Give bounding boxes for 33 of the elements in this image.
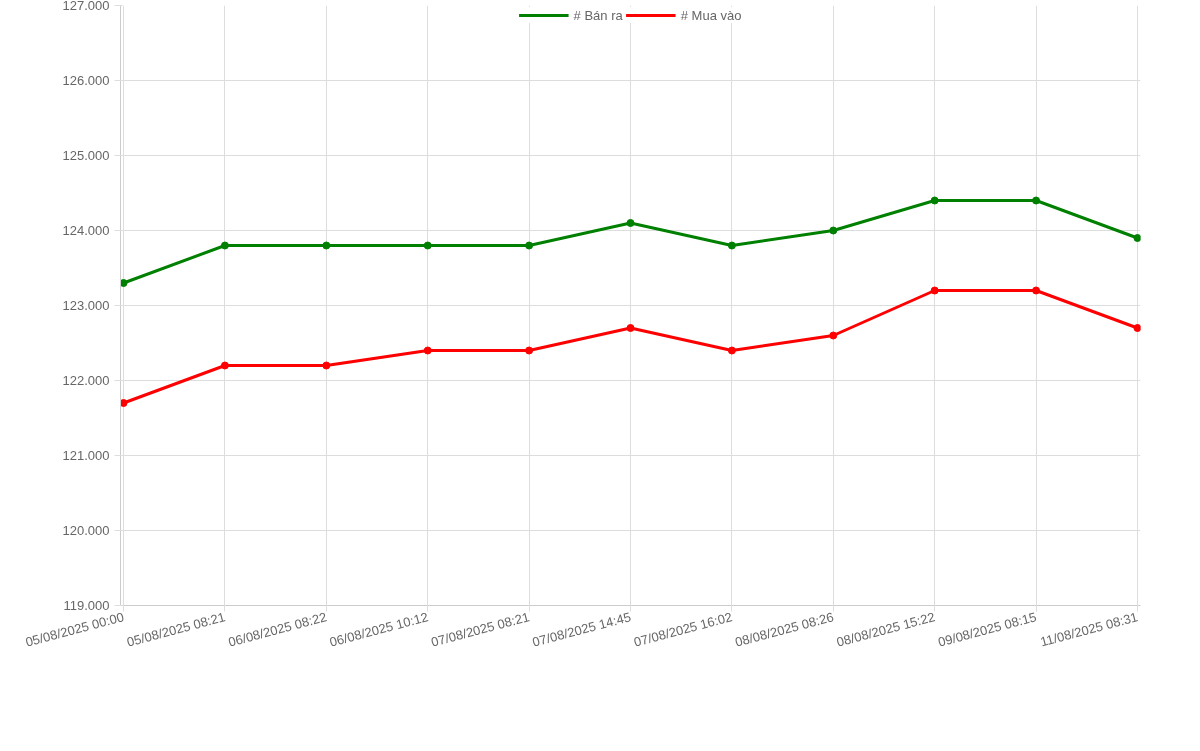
- point: [423, 346, 432, 355]
- point: [1032, 196, 1041, 205]
- point: [626, 324, 635, 332]
- y-tick-label: 122.000: [62, 373, 110, 388]
- point: [626, 219, 635, 227]
- y-tick-label: 123.000: [62, 298, 110, 313]
- point: [930, 196, 939, 205]
- point: [930, 286, 939, 295]
- point: [525, 241, 534, 250]
- point: [322, 241, 331, 250]
- point: [423, 241, 432, 250]
- point: [1133, 234, 1141, 242]
- y-tick-label: 119.000: [63, 598, 110, 613]
- point: [1032, 286, 1041, 295]
- point: [829, 226, 838, 235]
- point: [322, 361, 331, 370]
- y-tick-label: 125.000: [62, 148, 110, 163]
- point: [220, 361, 229, 370]
- point: [727, 346, 736, 355]
- point: [525, 346, 534, 355]
- y-tick-label: 127.000: [62, 0, 110, 13]
- point: [220, 241, 229, 250]
- legend-label: # Bán ra: [573, 7, 623, 23]
- point: [120, 279, 128, 287]
- y-tick-label: 121.000: [62, 448, 110, 463]
- point: [120, 399, 128, 407]
- y-tick-label: 120.000: [62, 523, 110, 538]
- point: [727, 241, 736, 250]
- y-tick-label: 124.000: [62, 223, 110, 238]
- point: [1133, 324, 1141, 332]
- point: [829, 331, 838, 340]
- y-tick-label: 126.000: [62, 73, 110, 88]
- legend-label: # Mua vào: [680, 7, 742, 23]
